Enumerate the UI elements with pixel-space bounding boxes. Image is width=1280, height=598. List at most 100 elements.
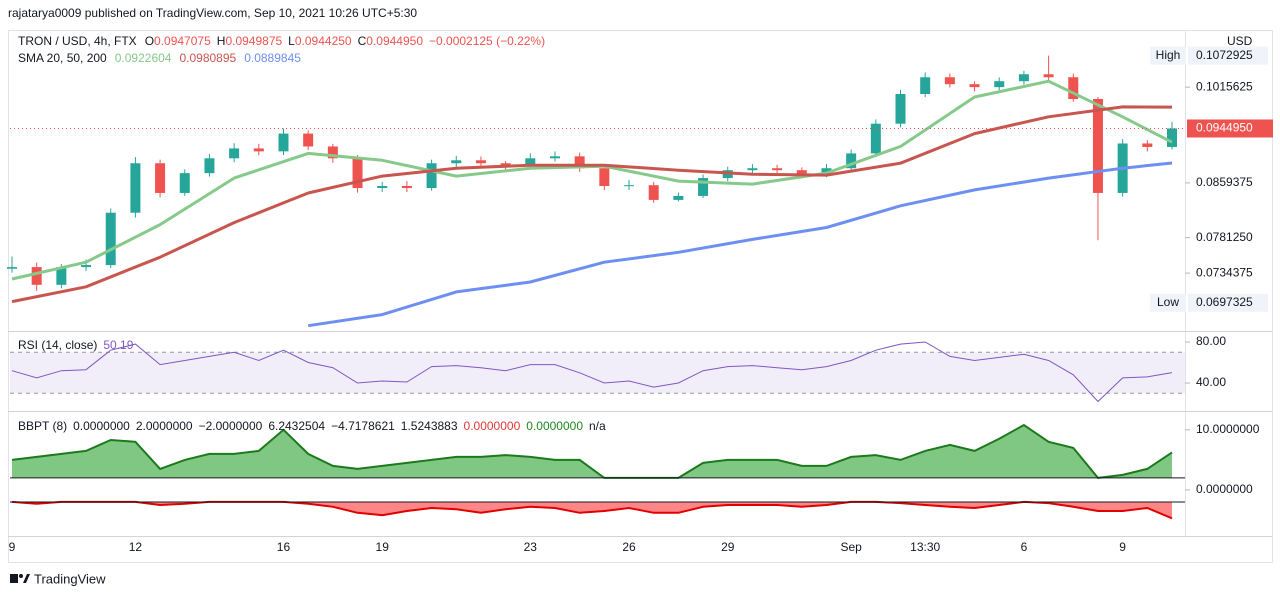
legend-text: 0.0980895 [179, 51, 236, 65]
y-tick-label: 0.0859375 [1196, 175, 1253, 189]
candle-body [698, 178, 709, 196]
candle-body [130, 163, 141, 213]
logo-dot [19, 574, 23, 578]
x-tick-label: 23 [524, 540, 538, 554]
rsi-line [11, 341, 1173, 403]
candle-body [1142, 143, 1153, 147]
legend-text: 0.0947075 [154, 34, 211, 48]
candle-body [179, 173, 190, 193]
candle-body [673, 195, 684, 200]
candle-body [747, 168, 758, 171]
candle-body [56, 267, 67, 285]
candle-body [796, 170, 807, 175]
last-price-bg [1187, 119, 1273, 138]
x-tick-label: 16 [277, 540, 291, 554]
candle-body [846, 153, 857, 169]
logo-bar [10, 574, 18, 583]
power-area [12, 501, 1172, 519]
legend-text: 2.0000000 [136, 419, 193, 433]
candle-body [1043, 74, 1054, 78]
legend-text: n/a [589, 419, 606, 433]
legend-text: 50.19 [103, 338, 133, 352]
candle-body [278, 133, 289, 152]
candle-body [648, 185, 659, 200]
y-tick-label: 0.0734375 [1196, 265, 1253, 279]
candle-body [1092, 99, 1103, 193]
legend-text: 1.5243883 [401, 419, 458, 433]
candle-body [31, 267, 42, 285]
candle-body [920, 77, 931, 95]
candle-body [303, 133, 314, 147]
x-tick-label: 26 [622, 540, 636, 554]
candle-body [451, 160, 462, 164]
x-tick-label: 13:30 [910, 540, 940, 554]
candle-body [525, 158, 536, 167]
power-area [12, 425, 1172, 478]
legend-text: −0.0002125 (−0.22%) [429, 34, 545, 48]
legend-text: O [145, 34, 154, 48]
logo-slash [23, 574, 30, 583]
tradingview-logo [10, 574, 30, 583]
candle-body [229, 148, 240, 159]
marker-label: Low [1157, 295, 1179, 309]
legend-text: 0.0000000 [526, 419, 583, 433]
candle-body [7, 267, 17, 269]
x-tick-label: 9 [9, 540, 16, 554]
candle-body [969, 84, 980, 88]
legend-text: 0.0922604 [115, 51, 172, 65]
candle-body [1018, 74, 1029, 82]
candle-body [253, 148, 264, 152]
candle-body [155, 163, 166, 193]
footer-brand: TradingView [34, 571, 106, 586]
x-tick-label: 12 [129, 540, 143, 554]
candle-body [549, 156, 560, 159]
legend-text: 0.0944950 [366, 34, 423, 48]
marker-value: 0.1072925 [1196, 48, 1253, 62]
candle-body [895, 94, 906, 124]
legend-text: 0.0889845 [244, 51, 301, 65]
marker-bg [1150, 293, 1186, 312]
marker-bg [1150, 46, 1186, 65]
sma-line [11, 105, 1173, 304]
legend-text: −4.7178621 [331, 419, 395, 433]
x-tick-label: 19 [376, 540, 390, 554]
candle-body [327, 146, 338, 159]
y-tick-label: 0.0000000 [1196, 482, 1253, 496]
legend-text: 0.0944250 [295, 34, 352, 48]
candle-body [994, 81, 1005, 88]
last-price-label: 0.0944950 [1196, 121, 1253, 135]
y-tick-label: 10.0000000 [1196, 422, 1260, 436]
legend-text: 6.2432504 [268, 419, 325, 433]
legend-text: L [288, 34, 295, 48]
x-tick-label: 9 [1119, 540, 1126, 554]
power-line [11, 423, 1173, 479]
frame [8, 30, 1273, 563]
marker-value-bg [1188, 293, 1268, 312]
legend-text: TRON / USD, 4h, FTX [18, 34, 137, 48]
legend-text: SMA 20, 50, 200 [18, 51, 107, 65]
candle-body [105, 212, 116, 266]
legend-text: RSI (14, close) [18, 338, 97, 352]
x-tick-label: 29 [721, 540, 735, 554]
candle-body [1167, 128, 1177, 147]
candle-body [377, 185, 388, 189]
sma-line [307, 161, 1173, 328]
legend-text: 0.0949875 [225, 34, 282, 48]
y-tick-label: 80.00 [1196, 334, 1226, 348]
legend-text: H [217, 34, 226, 48]
marker-value-bg [1188, 46, 1268, 65]
marker-label: High [1156, 48, 1181, 62]
candle-body [574, 156, 585, 169]
candle-body [81, 265, 92, 268]
legend-text: BBPT (8) [18, 419, 67, 433]
y-tick-label: 0.1015625 [1196, 79, 1253, 93]
publisher-line: rajatarya0009 published on TradingView.c… [8, 6, 417, 20]
y-tick-label: 40.00 [1196, 375, 1226, 389]
legend-text: C [358, 34, 367, 48]
candle-body [821, 168, 832, 175]
candle-body [426, 163, 437, 189]
legend-text: 0.0000000 [464, 419, 521, 433]
y-tick-label: 0.0781250 [1196, 230, 1253, 244]
